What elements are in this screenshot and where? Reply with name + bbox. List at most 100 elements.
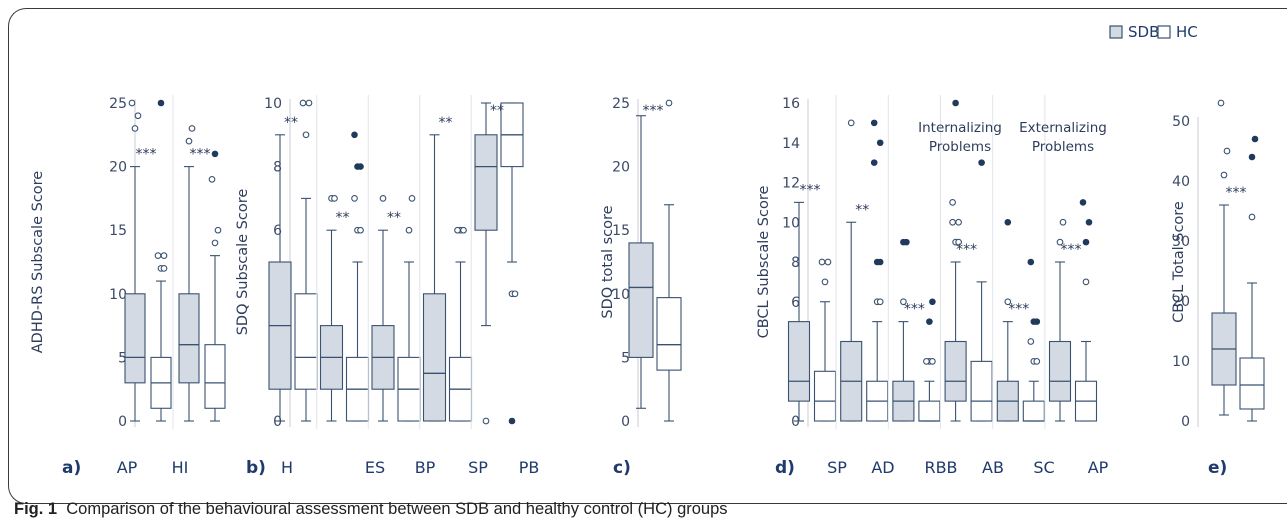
panel-5-sdb-outlier xyxy=(1217,99,1225,107)
panel-1-sdb-outlier xyxy=(188,125,196,132)
panel-4-y-tick: 12 xyxy=(782,176,800,192)
panel-4-category-label: SP xyxy=(827,458,847,477)
panel-5-y-tick: 10 xyxy=(1172,354,1190,370)
panel-4-hc-outlier xyxy=(876,139,884,147)
panel-4-y-tick: 6 xyxy=(791,295,800,311)
panel-5-sdb-outlier xyxy=(1223,147,1231,155)
panel-5-hc-outlier xyxy=(1248,213,1256,221)
legend-swatch-hc xyxy=(1157,25,1171,39)
panel-4-significance: *** xyxy=(1061,242,1082,258)
panel-4-sdb-outlier xyxy=(900,298,907,306)
panel-4-sdb-outlier xyxy=(847,119,855,127)
box-plot-figure: SDB HC 0 5 10 15 20 25 ADHD-RS Subscale Score a) *… xyxy=(30,23,1265,478)
panel-4-significance: *** xyxy=(800,182,821,198)
panel-5-label: e) xyxy=(1208,458,1227,478)
panel-4-hc-outlier xyxy=(1033,318,1041,325)
panel-4-significance: ** xyxy=(855,202,869,218)
panel-4-hc-outlier xyxy=(870,119,878,127)
panel-4-sdb-outlier xyxy=(955,218,962,226)
panel-4-annotation: Problems xyxy=(929,139,991,155)
panel-3-hc-box xyxy=(656,297,682,371)
panel-1-hc-outlier xyxy=(214,226,222,234)
panel-4-y-label: CBCL Subscale Score xyxy=(756,186,772,339)
panel-1-label: a) xyxy=(62,458,81,478)
caption-text: Comparison of the behavioural assessment… xyxy=(66,500,728,518)
panel-2-hc-box xyxy=(294,293,318,390)
panel-2-hc-outlier xyxy=(408,195,416,202)
panel-3-y-tick: 15 xyxy=(612,223,630,239)
panel-1-y-tick: 10 xyxy=(109,287,127,303)
panel-4-y-tick: 14 xyxy=(782,136,800,152)
panel-1-category-label: AP xyxy=(117,458,138,477)
panel-4-hc-outlier xyxy=(1027,258,1035,266)
panel-4-category-label: SC xyxy=(1033,458,1054,477)
panel-5-hc-outlier xyxy=(1248,153,1256,161)
panel-4-hc-outlier xyxy=(1082,278,1090,286)
panel-2-hc-outlier xyxy=(357,226,364,234)
panel-2-y-tick: 0 xyxy=(273,414,282,430)
panel-3-y-tick: 25 xyxy=(612,96,630,112)
panel-1-sdb-outlier xyxy=(134,112,142,120)
panel-4-annotation: Problems xyxy=(1032,139,1094,155)
panel-3-label: c) xyxy=(613,458,631,478)
panel-4-hc-outlier xyxy=(876,258,884,266)
panel-4-hc-outlier xyxy=(1027,338,1035,345)
panel-3-significance: *** xyxy=(643,103,664,119)
panel-1-category-label: HI xyxy=(172,458,189,477)
panel-4-hc-box xyxy=(918,400,941,422)
panel-4-hc-outlier xyxy=(926,318,933,325)
panel-2-y-tick: 8 xyxy=(273,160,282,176)
panel-1-sdb-box xyxy=(178,293,200,384)
panel-4-hc-outlier xyxy=(978,159,985,166)
panel-1-y-tick: 5 xyxy=(118,350,127,366)
panel-4-sdb-box xyxy=(1048,340,1072,402)
panel-2-hc-outlier xyxy=(351,195,358,202)
panel-4-hc-outlier xyxy=(929,298,936,306)
panel-3-y-tick: 5 xyxy=(621,350,630,366)
panel-5-y-label: CBCL Total Score xyxy=(1171,201,1187,323)
panel-4-y-tick: 10 xyxy=(782,215,800,231)
panel-1-sdb-box xyxy=(124,293,146,384)
panel-2-hc-outlier xyxy=(299,99,307,107)
panel-2-category-label: H xyxy=(281,458,293,477)
panel-4-y-tick: 16 xyxy=(782,96,800,112)
panel-2-hc-outlier xyxy=(351,131,358,139)
panel-4-sdb-outlier xyxy=(952,99,959,107)
panel-4-significance: *** xyxy=(956,242,977,258)
panel-4-significance: *** xyxy=(1008,302,1029,318)
panel-1-y-tick: 25 xyxy=(109,96,127,112)
panel-1-hc-outlier xyxy=(160,265,168,272)
panel-2-hc-outlier xyxy=(357,163,364,170)
panel-3-y-tick: 0 xyxy=(621,414,630,430)
panel-2-category-label: SP xyxy=(468,458,488,477)
panel-4-hc-box xyxy=(1022,400,1045,422)
figure-frame xyxy=(8,8,1287,504)
panel-1-y-tick: 0 xyxy=(118,414,127,430)
panel-4-sdb-outlier xyxy=(1004,298,1012,306)
panel-4-sdb-outlier xyxy=(1059,218,1067,226)
panel-4-category-label: AP xyxy=(1088,458,1109,477)
panel-4-y-tick: 8 xyxy=(791,255,800,271)
panel-4-hc-outlier xyxy=(818,258,826,266)
panel-4-category-label: AB xyxy=(982,458,1004,477)
panel-2-hc-outlier xyxy=(302,131,310,139)
panel-5-y-tick: 30 xyxy=(1172,234,1190,250)
panel-4-category-label: AD xyxy=(871,458,894,477)
panel-2-hc-outlier xyxy=(460,226,467,234)
panel-2-hc-outlier xyxy=(511,290,519,298)
panel-4-annotation: Externalizing xyxy=(1019,120,1107,136)
panel-2-sdb-outlier xyxy=(379,195,387,202)
panel-5-hc-outlier xyxy=(1251,135,1259,143)
panel-4-category-label: RBB xyxy=(924,458,957,477)
panel-1-hc-outlier xyxy=(211,150,219,158)
panel-2-significance: ** xyxy=(490,103,504,119)
legend-label-sdb: SDB xyxy=(1128,23,1159,41)
panel-5-y-tick: 0 xyxy=(1181,414,1190,430)
panel-1-hc-outlier xyxy=(160,252,168,259)
panel-2-significance: ** xyxy=(284,115,298,131)
panel-4-hc-outlier xyxy=(1085,218,1093,226)
figure-caption: Fig. 1 Comparison of the behavioural ass… xyxy=(14,500,728,519)
panel-3-y-label: SDQ total score xyxy=(600,205,616,318)
panel-4-y-tick: 0 xyxy=(791,414,800,430)
panel-3-y-tick: 10 xyxy=(612,287,630,303)
